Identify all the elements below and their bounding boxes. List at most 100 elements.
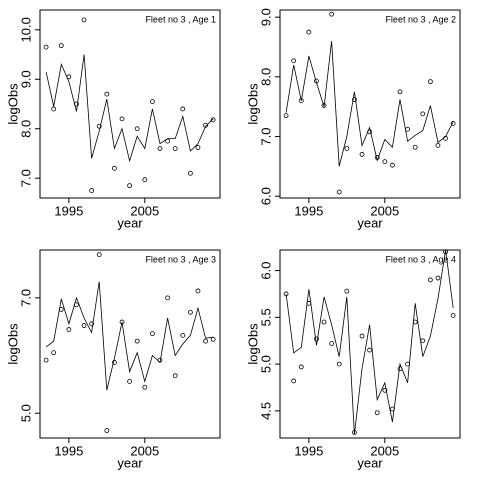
observed-point <box>81 17 87 23</box>
fitted-line <box>285 249 454 435</box>
panel-title: Fleet no 3 , Age 1 <box>145 14 216 24</box>
observed-point <box>367 347 373 353</box>
observed-point <box>210 336 216 342</box>
x-tick-label: 1995 <box>294 443 323 458</box>
observed-point <box>142 177 148 183</box>
y-tick-label: 9.0 <box>18 70 33 88</box>
fitted-line <box>45 281 214 391</box>
observed-point <box>344 146 350 151</box>
y-axis-label: logObs <box>5 323 20 365</box>
x-tick-label: 2005 <box>130 203 159 218</box>
observed-point <box>435 275 441 281</box>
observed-point <box>180 106 186 112</box>
x-tick-label: 2005 <box>370 443 399 458</box>
observed-point <box>165 295 170 301</box>
observed-point <box>150 331 155 337</box>
observed-point <box>321 319 327 325</box>
observed-point <box>165 138 170 144</box>
y-tick-label: 7.0 <box>18 169 33 187</box>
observed-point <box>336 189 342 195</box>
observed-point <box>291 58 297 64</box>
x-tick-label: 1995 <box>294 203 323 218</box>
observed-point <box>329 11 335 17</box>
y-tick-label: 9.0 <box>258 8 273 26</box>
observed-point <box>374 410 380 416</box>
plot-frame <box>279 249 461 439</box>
observed-point <box>412 144 418 150</box>
observed-point <box>329 341 335 346</box>
observed-point <box>420 111 426 117</box>
observed-point <box>172 146 178 151</box>
observed-point <box>359 152 365 157</box>
y-axis-label: logObs <box>5 83 20 125</box>
y-axis-label: logObs <box>245 83 260 125</box>
observed-point <box>180 332 186 338</box>
x-axis-label: year <box>357 215 383 230</box>
observed-point <box>51 106 57 112</box>
panel-title: Fleet no 3 , Age 3 <box>145 254 216 264</box>
observed-point <box>427 79 433 85</box>
observed-point <box>405 126 410 132</box>
y-tick-label: 4.5 <box>258 402 273 420</box>
y-tick-label: 8.0 <box>18 120 33 138</box>
observed-point <box>450 313 456 318</box>
observed-point <box>66 327 72 332</box>
observed-point <box>134 126 140 132</box>
plot-frame <box>279 9 461 199</box>
y-tick-label: 5.0 <box>258 355 273 373</box>
y-tick-label: 6.0 <box>258 262 273 280</box>
observed-point <box>187 309 193 315</box>
observed-point <box>127 379 133 384</box>
y-tick-label: 10.0 <box>18 17 33 42</box>
observed-point <box>298 364 304 370</box>
y-tick-label: 7.0 <box>18 289 33 307</box>
observed-point <box>43 44 49 50</box>
observed-point <box>96 252 102 258</box>
observed-point <box>134 338 140 344</box>
observed-point <box>321 103 327 108</box>
observed-point <box>450 120 456 126</box>
observed-point <box>195 145 201 150</box>
observed-point <box>104 428 110 433</box>
observed-point <box>390 162 395 168</box>
observed-point <box>195 288 201 294</box>
observed-point <box>157 146 163 151</box>
observed-point <box>435 143 441 148</box>
observed-point <box>43 357 49 363</box>
observed-point <box>142 384 148 390</box>
observed-point <box>89 321 95 327</box>
observed-point <box>420 338 426 344</box>
fitted-line <box>285 40 454 167</box>
observed-point <box>172 373 178 379</box>
observed-point <box>382 159 388 164</box>
observed-point <box>306 29 312 35</box>
observed-point <box>96 123 102 129</box>
observed-point <box>58 43 64 49</box>
y-tick-label: 7.0 <box>258 127 273 145</box>
observed-point <box>314 336 319 342</box>
observed-point <box>359 333 365 339</box>
observed-point <box>382 387 388 393</box>
y-tick-label: 8.0 <box>258 68 273 86</box>
observed-point <box>112 165 117 171</box>
observed-point <box>150 99 155 104</box>
observed-point <box>344 288 350 294</box>
x-axis-label: year <box>357 455 383 470</box>
plot-frame <box>39 249 221 439</box>
panel-title: Fleet no 3 , Age 2 <box>385 14 456 24</box>
observed-point <box>427 277 433 283</box>
x-tick-label: 1995 <box>54 443 83 458</box>
x-tick-label: 2005 <box>130 443 159 458</box>
y-axis-label: logObs <box>245 323 260 365</box>
observed-point <box>210 117 216 123</box>
x-axis-label: year <box>117 215 143 230</box>
observed-point <box>187 170 193 176</box>
observed-point <box>112 360 117 365</box>
observed-point <box>283 113 289 119</box>
observed-point <box>203 338 208 344</box>
y-tick-label: 6.0 <box>258 187 273 205</box>
observed-point <box>51 350 57 356</box>
observed-point <box>443 249 448 255</box>
fitted-line <box>45 54 214 163</box>
